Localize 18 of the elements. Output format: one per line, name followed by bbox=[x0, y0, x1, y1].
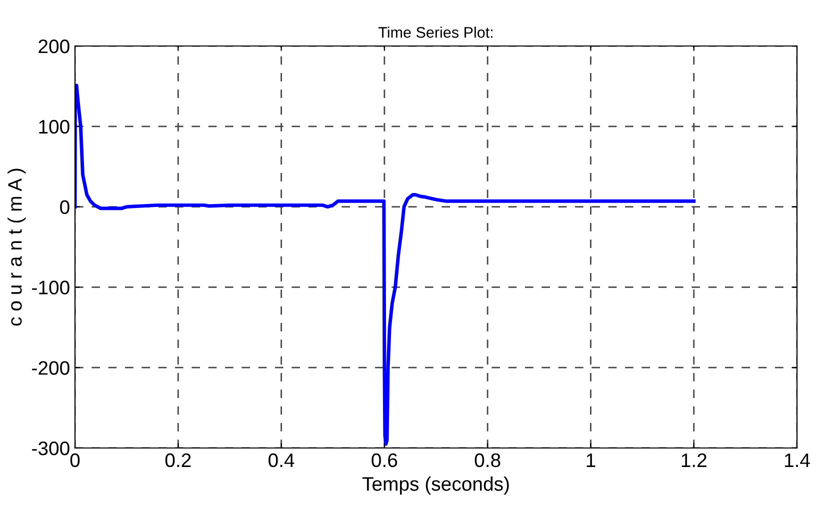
y-tick-label: -300 bbox=[32, 441, 70, 456]
x-axis-title: Temps (seconds) bbox=[362, 476, 509, 495]
x-tick-label: 1.4 bbox=[784, 454, 810, 467]
y-tick-label: -200 bbox=[32, 361, 70, 375]
x-tick-label: 0 bbox=[70, 453, 80, 468]
y-axis-title: c o u r a n t ( m A ) bbox=[8, 168, 26, 326]
y-tick-label: -100 bbox=[32, 280, 70, 294]
y-tick-label: 0 bbox=[60, 200, 70, 214]
chart-title: Time Series Plot: bbox=[378, 26, 492, 38]
x-tick-label: 0.8 bbox=[474, 453, 500, 468]
x-tick-label: 1.2 bbox=[682, 453, 706, 467]
x-tick-label: 0.2 bbox=[165, 453, 191, 468]
line-series bbox=[75, 84, 696, 446]
y-tick-label: 100 bbox=[39, 120, 70, 134]
x-tick-label: 0.4 bbox=[268, 453, 294, 468]
x-tick-label: 1 bbox=[586, 454, 596, 467]
y-tick-label: 200 bbox=[38, 39, 70, 54]
x-tick-label: 0.6 bbox=[372, 453, 398, 468]
